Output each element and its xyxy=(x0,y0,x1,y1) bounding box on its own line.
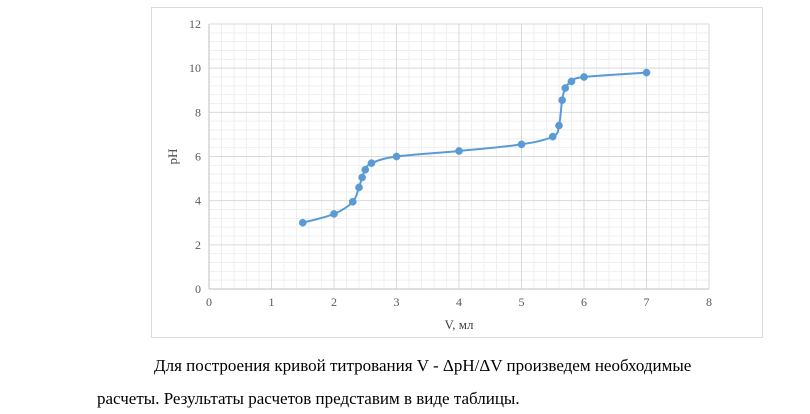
y-tick-label: 12 xyxy=(189,17,201,31)
y-tick-label: 0 xyxy=(195,282,201,296)
text-line-2: расчеты. Результаты расчетов представим … xyxy=(97,389,520,408)
text-line-1: Для построения кривой титрования V - ΔpH… xyxy=(154,356,692,375)
data-point xyxy=(642,68,651,77)
x-tick-label: 7 xyxy=(644,295,650,309)
data-point xyxy=(298,218,307,227)
x-tick-label: 6 xyxy=(581,295,587,309)
y-tick-label: 6 xyxy=(195,150,201,164)
data-point xyxy=(348,197,357,206)
data-point xyxy=(548,132,557,141)
data-point xyxy=(361,165,370,174)
y-tick-label: 8 xyxy=(195,105,201,119)
data-point xyxy=(561,84,570,92)
grid-group xyxy=(208,23,710,290)
chart-frame: 0 1 2 3 4 5 6 7 8 0 2 4 6 8 10 12 V, мл pH xyxy=(151,7,763,338)
y-tick-label: 2 xyxy=(195,238,201,252)
data-point xyxy=(555,121,563,130)
data-point xyxy=(558,96,566,105)
y-axis-title: pH xyxy=(165,149,180,165)
x-tick-label: 8 xyxy=(706,295,712,309)
x-axis-title: V, мл xyxy=(445,317,474,332)
data-point xyxy=(355,183,363,192)
y-tick-label: 4 xyxy=(195,194,201,208)
data-point xyxy=(358,173,366,182)
x-tick-label: 2 xyxy=(331,295,337,309)
data-point xyxy=(567,77,576,86)
x-tick-label: 1 xyxy=(269,295,275,309)
y-tick-label: 10 xyxy=(189,61,201,75)
data-point xyxy=(367,159,376,167)
data-point xyxy=(455,147,463,155)
data-point xyxy=(392,152,401,161)
x-tick-label: 0 xyxy=(206,295,212,309)
data-point xyxy=(330,210,338,218)
x-tick-label: 4 xyxy=(456,295,462,309)
x-tick-label: 5 xyxy=(519,295,525,309)
data-point xyxy=(517,140,526,149)
x-tick-label: 3 xyxy=(394,295,400,309)
data-point xyxy=(580,73,588,81)
